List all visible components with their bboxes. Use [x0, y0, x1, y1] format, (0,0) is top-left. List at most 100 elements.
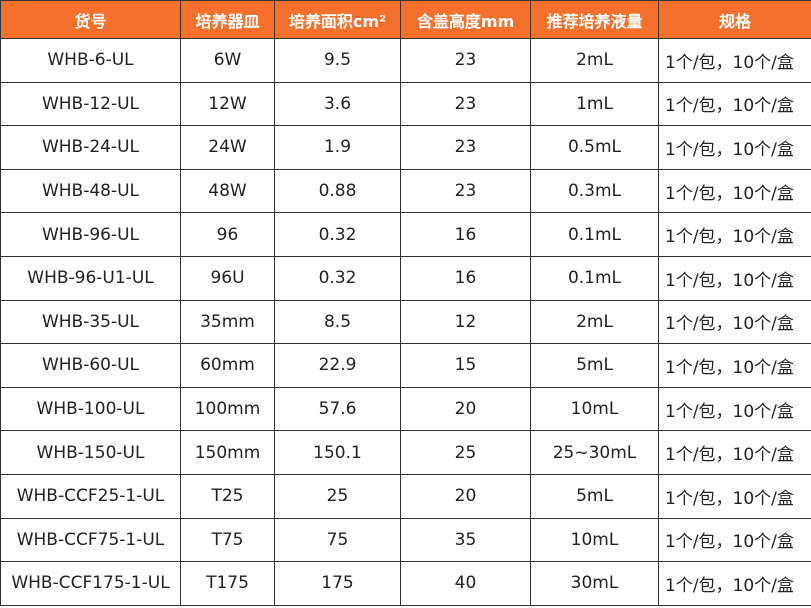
- table-cell: 12W: [180, 81, 275, 127]
- table-row: WHB-48-UL 48W 0.88 23 0.3mL 1个/包，10个/盒: [0, 168, 811, 214]
- table-cell: 175: [274, 561, 401, 606]
- table-cell: T75: [180, 517, 275, 563]
- table-cell: 23: [400, 168, 531, 214]
- header-row: 货号 培养器皿 培养面积cm² 含盖高度mm 推荐培养液量 规格: [0, 0, 811, 39]
- table-cell: WHB-12-UL: [0, 81, 181, 127]
- table-cell: 75: [274, 517, 401, 563]
- table-cell: 60mm: [180, 343, 275, 388]
- table-cell: 16: [400, 212, 531, 257]
- table-cell: WHB-35-UL: [0, 299, 181, 345]
- table-row: WHB-12-UL 12W 3.6 23 1mL 1个/包，10个/盒: [0, 81, 811, 127]
- table-cell: 1个/包，10个/盒: [658, 81, 811, 127]
- table-cell: 23: [400, 125, 531, 170]
- table-cell: 5mL: [530, 343, 659, 388]
- table-cell: 0.88: [274, 168, 401, 214]
- table-cell: 9.5: [274, 38, 401, 83]
- table-cell: WHB-CCF175-1-UL: [0, 561, 181, 606]
- table-cell: 0.32: [274, 212, 401, 257]
- table-cell: 1个/包，10个/盒: [658, 430, 811, 475]
- table-row: WHB-60-UL 60mm 22.9 15 5mL 1个/包，10个/盒: [0, 343, 811, 388]
- table-cell: 0.5mL: [530, 125, 659, 170]
- table-cell: WHB-6-UL: [0, 38, 181, 83]
- table-cell: 0.3mL: [530, 168, 659, 214]
- table-cell: WHB-96-U1-UL: [0, 255, 181, 301]
- table-cell: 25~30mL: [530, 430, 659, 475]
- table-cell: WHB-CCF25-1-UL: [0, 473, 181, 519]
- table-cell: 1个/包，10个/盒: [658, 38, 811, 83]
- table-cell: T175: [180, 561, 275, 606]
- table-cell: WHB-24-UL: [0, 125, 181, 170]
- table-cell: 5mL: [530, 473, 659, 519]
- table-cell: 150.1: [274, 430, 401, 475]
- table-cell: 1个/包，10个/盒: [658, 255, 811, 301]
- table-cell: 20: [400, 473, 531, 519]
- table-cell: 1.9: [274, 125, 401, 170]
- table-cell: 1个/包，10个/盒: [658, 125, 811, 170]
- table-cell: 3.6: [274, 81, 401, 127]
- table-cell: 20: [400, 386, 531, 432]
- table-cell: 1个/包，10个/盒: [658, 212, 811, 257]
- table-cell: 35mm: [180, 299, 275, 345]
- table-cell: 150mm: [180, 430, 275, 475]
- table-cell: 1个/包，10个/盒: [658, 343, 811, 388]
- table-cell: 1个/包，10个/盒: [658, 168, 811, 214]
- table-cell: WHB-100-UL: [0, 386, 181, 432]
- header-cell: 货号: [0, 0, 181, 39]
- table-cell: 15: [400, 343, 531, 388]
- table-cell: 23: [400, 38, 531, 83]
- table-cell: 0.1mL: [530, 255, 659, 301]
- table-cell: 6W: [180, 38, 275, 83]
- table-cell: WHB-CCF75-1-UL: [0, 517, 181, 563]
- table-row: WHB-6-UL 6W 9.5 23 2mL 1个/包，10个/盒: [0, 38, 811, 83]
- table-body: WHB-6-UL 6W 9.5 23 2mL 1个/包，10个/盒 WHB-12-UL 12W…: [0, 38, 811, 606]
- table-cell: WHB-60-UL: [0, 343, 181, 388]
- table-cell: WHB-48-UL: [0, 168, 181, 214]
- header-cell: 培养器皿: [180, 0, 275, 39]
- table-row: WHB-CCF75-1-UL T75 75 35 10mL 1个/包，10个/盒: [0, 517, 811, 563]
- table-cell: 10mL: [530, 386, 659, 432]
- header-cell: 规格: [658, 0, 811, 39]
- table-cell: 1个/包，10个/盒: [658, 473, 811, 519]
- table-cell: 1个/包，10个/盒: [658, 561, 811, 606]
- table-cell: 2mL: [530, 38, 659, 83]
- table-cell: 1mL: [530, 81, 659, 127]
- table-cell: 16: [400, 255, 531, 301]
- table-cell: 25: [400, 430, 531, 475]
- header-cell: 含盖高度mm: [400, 0, 531, 39]
- table-cell: 100mm: [180, 386, 275, 432]
- table-cell: 96: [180, 212, 275, 257]
- table-cell: 35: [400, 517, 531, 563]
- table-cell: 10mL: [530, 517, 659, 563]
- table-cell: T25: [180, 473, 275, 519]
- table-cell: 1个/包，10个/盒: [658, 386, 811, 432]
- table-cell: 30mL: [530, 561, 659, 606]
- table-cell: 0.1mL: [530, 212, 659, 257]
- table-cell: 48W: [180, 168, 275, 214]
- table-row: WHB-150-UL 150mm 150.1 25 25~30mL 1个/包，10个/盒: [0, 430, 811, 475]
- table-cell: 40: [400, 561, 531, 606]
- table-row: WHB-96-U1-UL 96U 0.32 16 0.1mL 1个/包，10个/盒: [0, 255, 811, 301]
- header-cell: 培养面积cm²: [274, 0, 401, 39]
- table-row: WHB-35-UL 35mm 8.5 12 2mL 1个/包，10个/盒: [0, 299, 811, 345]
- table-row: WHB-100-UL 100mm 57.6 20 10mL 1个/包，10个/盒: [0, 386, 811, 432]
- table-cell: 1个/包，10个/盒: [658, 299, 811, 345]
- table-cell: 12: [400, 299, 531, 345]
- table-cell: 0.32: [274, 255, 401, 301]
- table-cell: 23: [400, 81, 531, 127]
- header-cell: 推荐培养液量: [530, 0, 659, 39]
- table-cell: 2mL: [530, 299, 659, 345]
- table-row: WHB-96-UL 96 0.32 16 0.1mL 1个/包，10个/盒: [0, 212, 811, 257]
- table-row: WHB-24-UL 24W 1.9 23 0.5mL 1个/包，10个/盒: [0, 125, 811, 170]
- table-cell: 57.6: [274, 386, 401, 432]
- table-cell: 25: [274, 473, 401, 519]
- table-cell: 1个/包，10个/盒: [658, 517, 811, 563]
- table-cell: 24W: [180, 125, 275, 170]
- table-cell: 22.9: [274, 343, 401, 388]
- table-row: WHB-CCF25-1-UL T25 25 20 5mL 1个/包，10个/盒: [0, 473, 811, 519]
- table-cell: 96U: [180, 255, 275, 301]
- table-cell: WHB-150-UL: [0, 430, 181, 475]
- table-cell: WHB-96-UL: [0, 212, 181, 257]
- table-cell: 8.5: [274, 299, 401, 345]
